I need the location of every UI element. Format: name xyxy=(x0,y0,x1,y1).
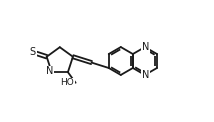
Text: S: S xyxy=(30,47,36,57)
Text: N: N xyxy=(142,70,149,80)
Text: N: N xyxy=(46,66,53,76)
Text: HO: HO xyxy=(60,78,74,87)
Text: N: N xyxy=(142,42,149,52)
